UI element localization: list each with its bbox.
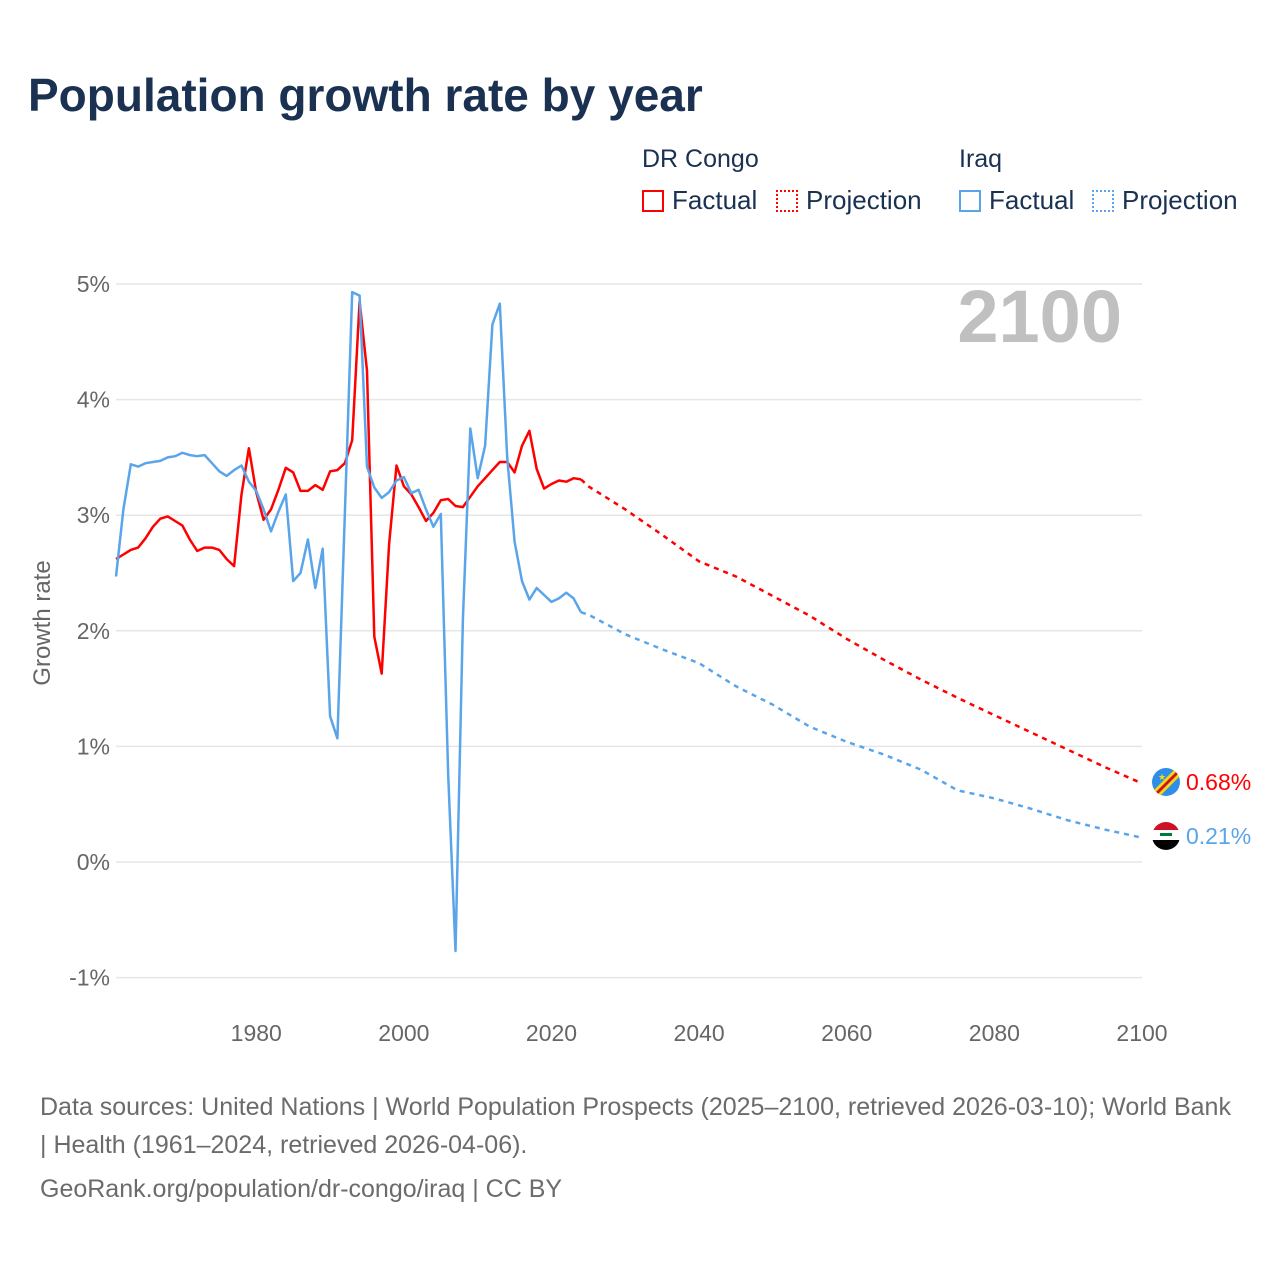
chart-title: Population growth rate by year (28, 69, 703, 121)
legend-swatch-solid-icon (959, 189, 981, 212)
x-tick-label: 1980 (231, 1020, 282, 1046)
y-tick-label: 1% (77, 733, 110, 759)
iraq-projection-line (580, 611, 1143, 839)
y-tick-label: 5% (77, 271, 110, 297)
y-axis-label: Growth rate (29, 560, 56, 685)
legend-congo-projection[interactable]: Projection (776, 185, 922, 216)
legend-swatch-solid-icon (642, 189, 664, 212)
legend-group-congo: DR Congo (642, 145, 759, 173)
congo-flag-icon: ★ (1152, 768, 1180, 796)
legend-congo-factual[interactable]: Factual (642, 185, 757, 216)
x-tick-label: 2040 (674, 1020, 725, 1046)
data-sources: Data sources: United Nations | World Pop… (40, 1093, 1231, 1159)
legend-label: Factual (672, 185, 758, 215)
x-tick-label: 2100 (1116, 1020, 1167, 1046)
x-tick-label: 2020 (526, 1020, 577, 1046)
legend-group-iraq: Iraq (959, 145, 1003, 173)
footer: Data sources: United Nations | World Pop… (40, 1088, 1240, 1208)
line-chart: -1% 0% 1% 2% 3% 4% 5% 1980 2000 2020 2040 2060 2080 2… (29, 271, 1251, 1046)
y-tick-label: -1% (69, 965, 110, 991)
legend-label: Projection (806, 185, 922, 215)
dr-congo-factual-line (115, 300, 582, 675)
legend-label: Projection (1122, 185, 1238, 215)
y-tick-label: 4% (77, 387, 110, 413)
iraq-end-value: 0.21% (1186, 823, 1251, 849)
y-tick-label: 3% (77, 502, 110, 528)
y-tick-label: 2% (77, 618, 110, 644)
dr-congo-projection-line (580, 478, 1143, 785)
legend-iraq-projection[interactable]: Projection (1092, 185, 1238, 216)
iraq-flag-icon (1152, 822, 1180, 850)
iraq-factual-line (114, 290, 583, 953)
y-tick-label: 0% (77, 849, 110, 875)
x-tick-label: 2080 (969, 1020, 1020, 1046)
source-link[interactable]: GeoRank.org/population/dr-congo/iraq | C… (40, 1175, 563, 1203)
legend-iraq-factual[interactable]: Factual (959, 185, 1074, 216)
legend-swatch-dotted-icon (776, 189, 798, 212)
legend-swatch-dotted-icon (1092, 189, 1114, 212)
year-watermark: 2100 (957, 275, 1122, 358)
svg-text:★: ★ (1158, 772, 1166, 782)
legend-label: Factual (989, 185, 1075, 215)
x-tick-label: 2060 (821, 1020, 872, 1046)
x-tick-label: 2000 (378, 1020, 429, 1046)
congo-end-value: 0.68% (1186, 769, 1251, 795)
